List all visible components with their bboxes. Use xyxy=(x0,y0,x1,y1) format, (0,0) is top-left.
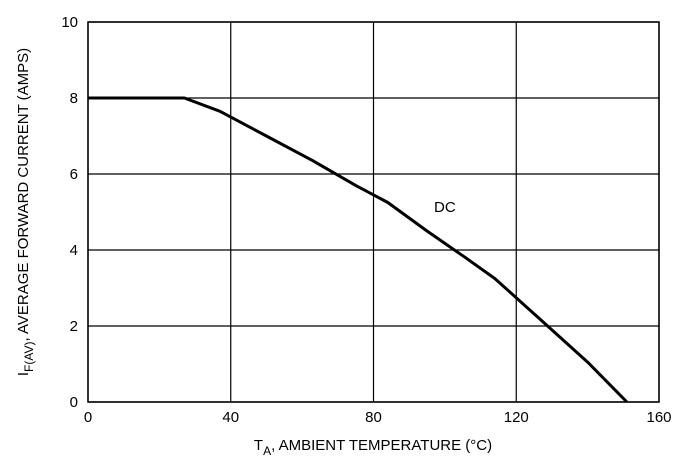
plot-frame xyxy=(87,21,660,403)
grid xyxy=(87,21,660,403)
y-tick-label-2: 4 xyxy=(70,242,78,259)
x-axis-title-rest: , AMBIENT TEMPERATURE (°C) xyxy=(271,437,492,454)
y-tick-label-1: 2 xyxy=(70,318,78,335)
x-tick-label-4: 160 xyxy=(646,409,671,426)
x-axis-title-sub: A xyxy=(263,444,271,458)
y-tick-label-3: 6 xyxy=(70,166,78,183)
y-tick-labels: 0 2 4 6 8 10 xyxy=(61,14,78,411)
x-tick-label-0: 0 xyxy=(84,409,92,426)
y-axis-title-rest: , AVERAGE FORWARD CURRENT (AMPS) xyxy=(15,48,32,342)
x-axis-title: TA, AMBIENT TEMPERATURE (°C) xyxy=(254,437,492,458)
x-tick-label-2: 80 xyxy=(365,409,382,426)
x-axis-title-main: T xyxy=(254,437,263,454)
y-axis-title: IF(AV), AVERAGE FORWARD CURRENT (AMPS) xyxy=(15,48,36,376)
annotation-label-0: DC xyxy=(434,199,456,216)
series-line-0 xyxy=(88,96,628,404)
x-tick-label-3: 120 xyxy=(504,409,529,426)
annotations: DC xyxy=(434,199,456,216)
y-axis-title-main: I xyxy=(15,372,32,376)
y-tick-label-0: 0 xyxy=(70,394,78,411)
y-axis-title-sub: F(AV) xyxy=(22,342,36,372)
y-tick-label-5: 10 xyxy=(61,14,78,31)
x-tick-label-1: 40 xyxy=(222,409,239,426)
series-group xyxy=(88,96,628,404)
y-tick-label-4: 8 xyxy=(70,90,78,107)
x-tick-labels: 0 40 80 120 160 xyxy=(84,409,672,426)
